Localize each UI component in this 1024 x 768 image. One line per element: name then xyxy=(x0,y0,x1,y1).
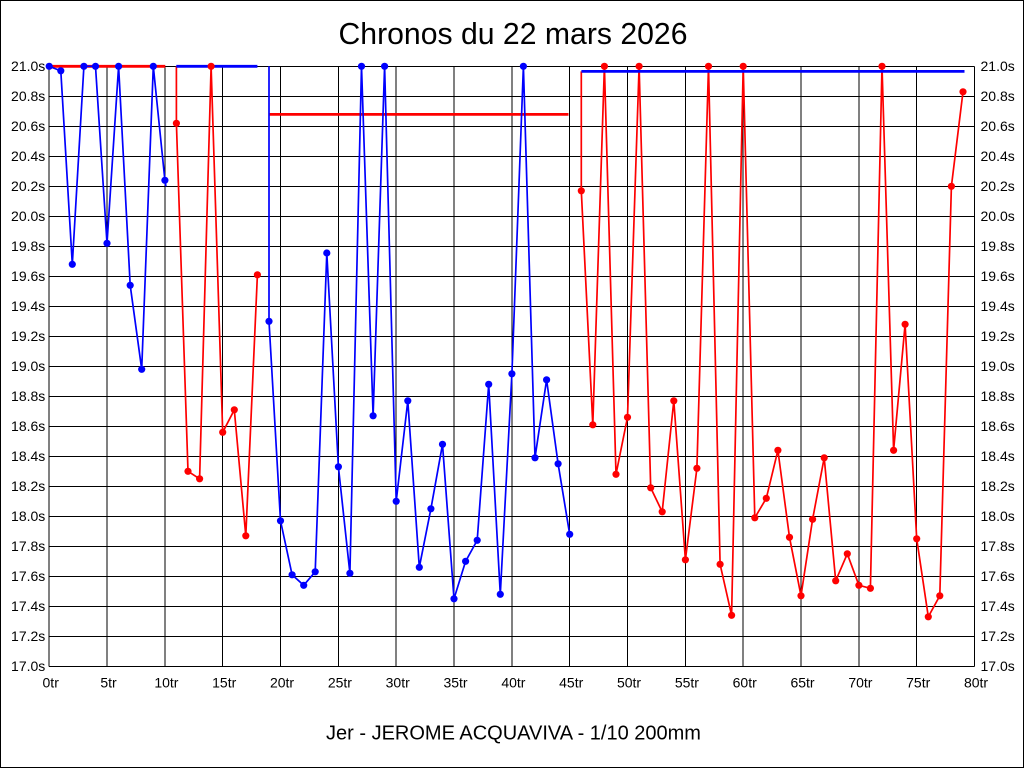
svg-text:17.4s: 17.4s xyxy=(981,598,1015,614)
svg-text:17.6s: 17.6s xyxy=(11,568,45,584)
svg-text:35tr: 35tr xyxy=(443,675,467,691)
svg-text:17.2s: 17.2s xyxy=(981,628,1015,644)
svg-text:17.0s: 17.0s xyxy=(11,658,45,674)
svg-text:19.2s: 19.2s xyxy=(981,328,1015,344)
svg-text:19.2s: 19.2s xyxy=(11,328,45,344)
svg-text:20.2s: 20.2s xyxy=(11,178,45,194)
svg-text:5tr: 5tr xyxy=(100,675,117,691)
svg-text:18.2s: 18.2s xyxy=(11,478,45,494)
svg-text:17.2s: 17.2s xyxy=(11,628,45,644)
svg-text:18.6s: 18.6s xyxy=(11,418,45,434)
svg-text:19.8s: 19.8s xyxy=(11,238,45,254)
svg-text:80tr: 80tr xyxy=(964,675,988,691)
svg-text:20.6s: 20.6s xyxy=(981,118,1015,134)
svg-text:19.0s: 19.0s xyxy=(981,358,1015,374)
svg-text:21.0s: 21.0s xyxy=(11,58,45,74)
svg-text:20.4s: 20.4s xyxy=(11,148,45,164)
svg-text:45tr: 45tr xyxy=(559,675,583,691)
svg-text:20.8s: 20.8s xyxy=(11,88,45,104)
svg-text:18.6s: 18.6s xyxy=(981,418,1015,434)
svg-text:50tr: 50tr xyxy=(617,675,641,691)
svg-text:70tr: 70tr xyxy=(848,675,872,691)
svg-text:20.2s: 20.2s xyxy=(981,178,1015,194)
svg-text:19.6s: 19.6s xyxy=(981,268,1015,284)
svg-text:18.2s: 18.2s xyxy=(981,478,1015,494)
svg-text:17.4s: 17.4s xyxy=(11,598,45,614)
svg-text:19.4s: 19.4s xyxy=(11,298,45,314)
svg-text:19.8s: 19.8s xyxy=(981,238,1015,254)
svg-text:40tr: 40tr xyxy=(501,675,525,691)
svg-text:18.8s: 18.8s xyxy=(11,388,45,404)
svg-text:17.0s: 17.0s xyxy=(981,658,1015,674)
svg-text:15tr: 15tr xyxy=(212,675,236,691)
svg-text:18.8s: 18.8s xyxy=(981,388,1015,404)
svg-text:17.8s: 17.8s xyxy=(11,538,45,554)
svg-text:60tr: 60tr xyxy=(733,675,757,691)
svg-text:30tr: 30tr xyxy=(386,675,410,691)
svg-text:20.0s: 20.0s xyxy=(11,208,45,224)
svg-text:19.6s: 19.6s xyxy=(11,268,45,284)
svg-text:65tr: 65tr xyxy=(790,675,814,691)
svg-text:19.4s: 19.4s xyxy=(981,298,1015,314)
svg-text:0tr: 0tr xyxy=(43,675,60,691)
svg-text:17.6s: 17.6s xyxy=(981,568,1015,584)
svg-text:18.0s: 18.0s xyxy=(981,508,1015,524)
svg-text:19.0s: 19.0s xyxy=(11,358,45,374)
svg-text:18.4s: 18.4s xyxy=(11,448,45,464)
svg-text:20.6s: 20.6s xyxy=(11,118,45,134)
svg-text:Jer - JEROME ACQUAVIVA - 1/10: Jer - JEROME ACQUAVIVA - 1/10 200mm xyxy=(326,723,701,745)
svg-text:18.0s: 18.0s xyxy=(11,508,45,524)
svg-text:17.8s: 17.8s xyxy=(981,538,1015,554)
svg-text:55tr: 55tr xyxy=(675,675,699,691)
svg-text:Chronos du 22 mars 2026: Chronos du 22 mars 2026 xyxy=(339,16,688,51)
svg-text:18.4s: 18.4s xyxy=(981,448,1015,464)
svg-text:21.0s: 21.0s xyxy=(981,58,1015,74)
svg-text:25tr: 25tr xyxy=(328,675,352,691)
svg-text:10tr: 10tr xyxy=(154,675,178,691)
svg-text:75tr: 75tr xyxy=(906,675,930,691)
svg-text:20.4s: 20.4s xyxy=(981,148,1015,164)
svg-text:20.0s: 20.0s xyxy=(981,208,1015,224)
svg-text:20tr: 20tr xyxy=(270,675,294,691)
svg-text:20.8s: 20.8s xyxy=(981,88,1015,104)
